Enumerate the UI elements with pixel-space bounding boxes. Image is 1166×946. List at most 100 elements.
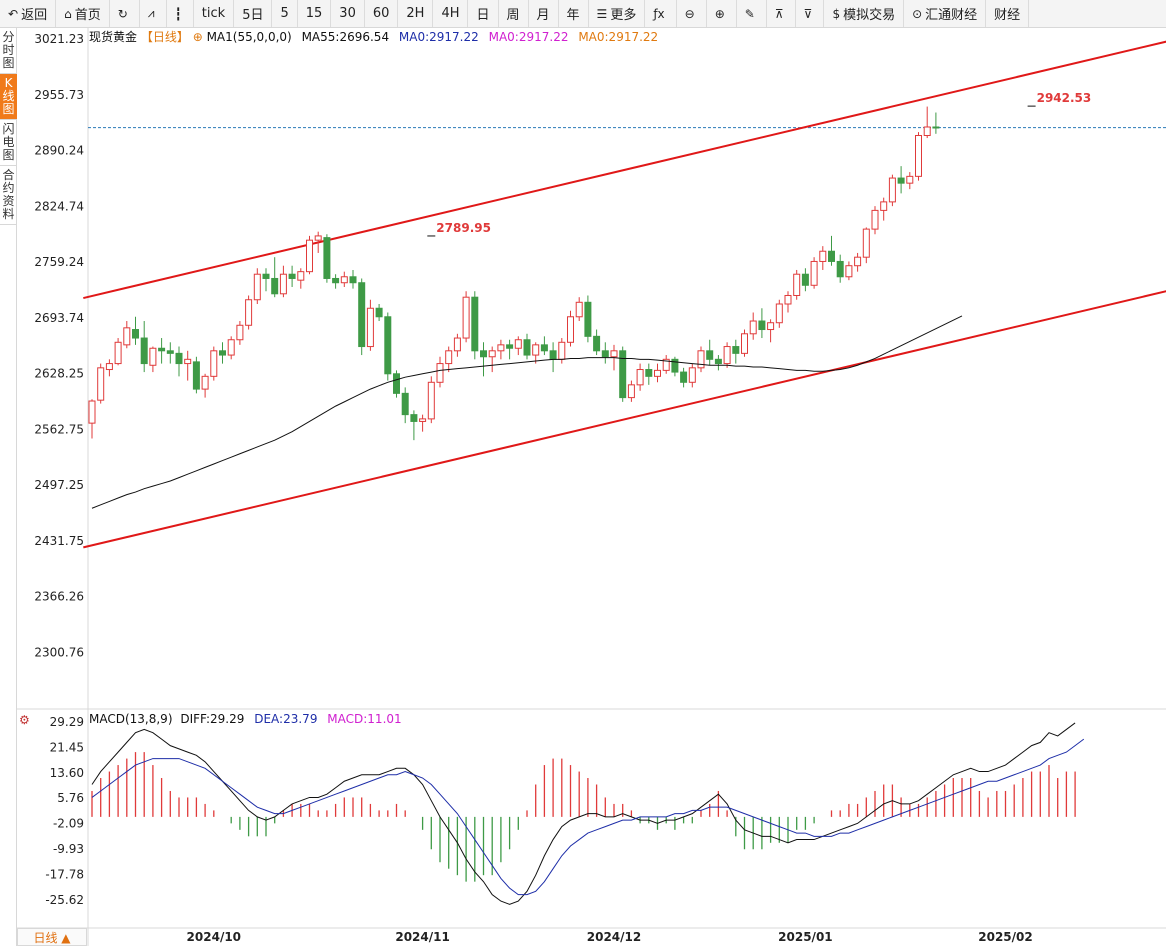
price-tick-label: 2562.75 [34,422,84,436]
candle-body [714,358,722,365]
candle-body [132,329,139,339]
candle-body [601,350,609,358]
candle-body [915,135,922,177]
candle-body [819,250,827,262]
finance-button-label: 财经 [994,8,1021,23]
macd-settings-icon[interactable]: ⚙ [19,713,30,727]
period-5day[interactable]: 5日 [234,0,273,27]
arrow-up-button[interactable]: ⊼ [767,0,796,27]
candle-body [523,339,531,356]
draw-button[interactable]: ✎ [737,0,767,27]
indicator-button[interactable]: ⩘ [140,0,167,27]
finance-button[interactable]: 财经 [986,0,1030,27]
macd-diff-line [91,722,1076,905]
candle-body [210,350,218,377]
price-tick-label: 2759.24 [34,255,84,269]
candle-body [253,273,261,301]
candle-body [175,352,183,365]
candle-body [671,358,679,373]
candle-body [332,277,340,284]
period-60[interactable]: 60 [365,0,399,27]
period-year-label: 年 [566,8,580,23]
formula-button[interactable]: ƒx [645,0,677,27]
annotations: 2789.95 2942.53 [427,91,1091,237]
macd-axis: 29.29 21.45 13.60 5.76 -2.09 -9.93 -17.78 -25.6… [45,715,84,907]
candle-body [810,260,818,286]
time-axis-label: 2024/11 [395,930,449,944]
arrow-up-icon: ⊼ [774,6,784,21]
back-button[interactable]: ↶ 返回 [0,0,57,27]
refresh-button[interactable]: ↻ [110,0,140,27]
more-button[interactable]: ☰ 更多 [589,0,646,27]
candle-body [680,371,688,383]
trend-channel [83,40,1166,549]
candle-type-button[interactable]: ┇ [167,0,194,27]
price-tick-label: 2824.74 [34,199,84,213]
period-week[interactable]: 周 [499,0,529,27]
macd-histogram [91,752,1076,882]
legend-row: 现货黄金 【日线】 ⊕ MA1(55,0,0,0) MA55:2696.54 M… [89,29,658,44]
zoom-in-button[interactable]: ⊕ [707,0,737,27]
candle-body [593,335,601,352]
ma0-value-a: MA0:2917.22 [399,30,479,44]
period-day[interactable]: 日 [468,0,499,27]
candle-body [845,265,853,278]
period-4h-label: 4H [441,6,460,21]
period-year[interactable]: 年 [559,0,589,27]
candle-body [366,307,374,348]
candle-body [114,341,122,365]
tab-flash[interactable]: 闪电图 [0,120,17,166]
period-tick-label: tick [201,6,226,21]
candle-body [854,256,862,267]
period-30[interactable]: 30 [331,0,365,27]
sim-trade-button[interactable]: $ 模拟交易 [824,0,905,27]
period-4h[interactable]: 4H [433,0,469,27]
period-5[interactable]: 5 [272,0,298,27]
tab-contract[interactable]: 合约资料 [0,166,17,225]
candle-body [97,367,105,401]
high-price-label: 2789.95 [436,221,491,235]
period-month[interactable]: 月 [529,0,559,27]
candle-body [506,344,514,349]
more-button-label: 更多 [610,8,637,23]
period-2h[interactable]: 2H [398,0,434,27]
macd-tick-label: -17.78 [45,867,84,881]
candle-body [288,273,296,279]
price-tick-label: 2890.24 [34,144,84,158]
candle-body [384,316,392,375]
ma55-line [91,315,963,509]
sim-trade-icon: $ [832,6,841,21]
candle-body [888,177,896,203]
back-icon: ↶ [8,6,19,21]
kline-chart[interactable]: 现货黄金 【日线】 ⊕ MA1(55,0,0,0) MA55:2696.54 M… [17,28,1166,946]
period-selector[interactable]: 日线 ▲ [17,928,87,946]
huitong-button-label: 汇通财经 [925,8,978,23]
period-tick[interactable]: tick [194,0,235,27]
macd-diff-value: DIFF:29.29 [180,712,244,726]
price-axis: 3021.23 2955.73 2890.24 2824.74 2759.24 2693.… [34,32,84,659]
candle-body [897,177,905,184]
candle-body [488,350,496,358]
arrow-down-button[interactable]: ⊽ [796,0,825,27]
zoom-out-button[interactable]: ⊖ [677,0,707,27]
candle-body [140,337,148,365]
home-button[interactable]: ⌂ 首页 [56,0,110,27]
zoom-out-icon: ⊖ [684,6,695,21]
candle-body [706,350,714,360]
candle-body [480,350,487,358]
candle-body [445,350,453,365]
macd-tick-label: 5.76 [57,791,84,805]
price-tick-label: 2497.25 [34,478,84,492]
tab-timeshare[interactable]: 分时图 [0,28,17,74]
symbol-name: 现货黄金 [89,29,137,44]
candle-body [219,350,226,356]
macd-tick-label: 29.29 [50,715,84,729]
legend-gear-icon[interactable]: ⊕ [193,30,207,44]
candle-body [549,350,557,360]
period-15[interactable]: 15 [298,0,332,27]
time-axis-label: 2025/02 [978,930,1032,944]
huitong-button[interactable]: ⊙ 汇通财经 [904,0,987,27]
candle-body [105,363,113,371]
